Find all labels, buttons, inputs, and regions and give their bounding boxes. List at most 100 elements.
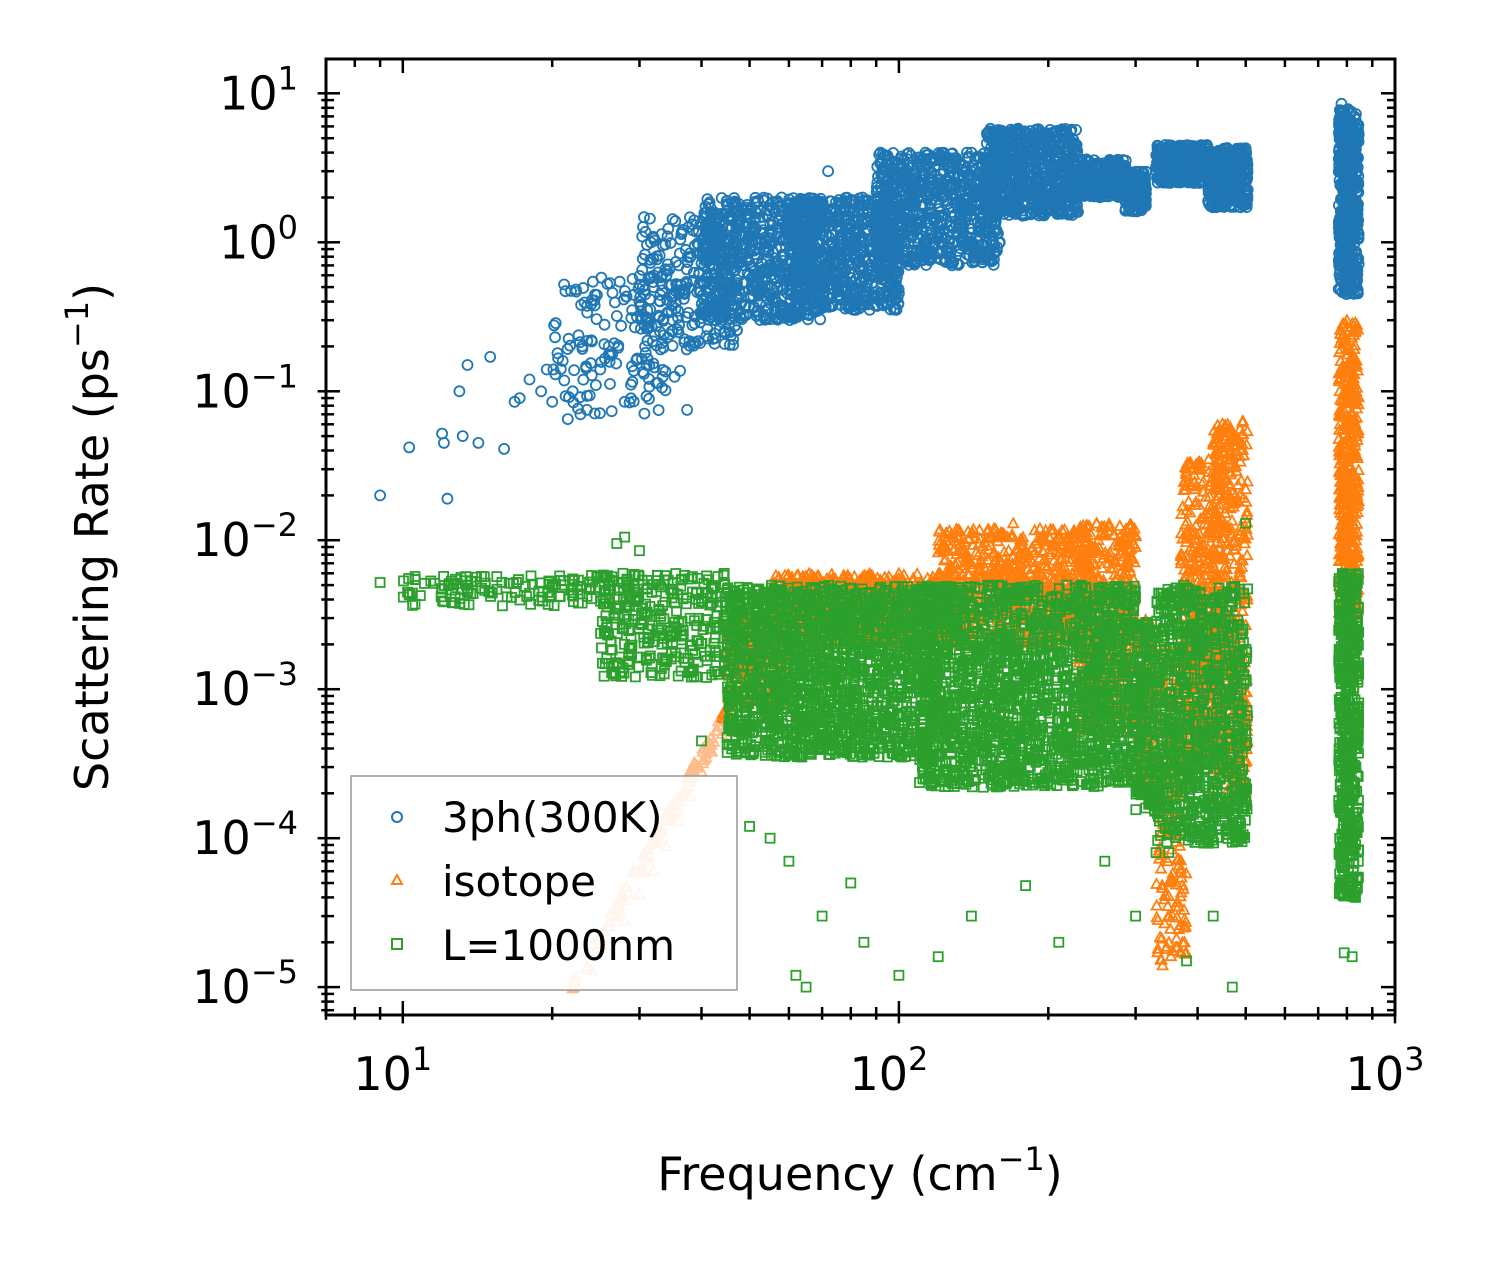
data-point <box>753 270 765 283</box>
data-point <box>656 363 669 376</box>
data-point <box>708 314 721 326</box>
data-point <box>663 263 676 276</box>
data-point <box>681 403 693 416</box>
data-point <box>620 290 633 303</box>
data-point <box>695 297 708 310</box>
data-point <box>636 263 649 276</box>
data-point <box>662 222 675 235</box>
data-point <box>714 246 727 259</box>
data-point <box>627 364 640 377</box>
data-point <box>703 196 716 209</box>
data-point <box>749 191 762 204</box>
data-point <box>640 311 652 323</box>
data-point <box>709 207 722 220</box>
data-point <box>656 337 669 349</box>
data-point <box>644 256 657 269</box>
data-point <box>776 301 788 314</box>
data-point <box>577 282 590 294</box>
data-point <box>634 291 646 304</box>
data-point <box>759 312 772 325</box>
data-point <box>749 197 762 210</box>
data-point <box>601 278 614 290</box>
data-point <box>672 326 685 339</box>
data-point <box>680 275 693 288</box>
data-point <box>748 301 760 314</box>
data-point <box>751 268 764 281</box>
data-point <box>706 209 719 222</box>
data-point <box>558 374 571 387</box>
data-point <box>743 256 756 269</box>
data-point <box>572 402 584 415</box>
data-point <box>711 208 724 221</box>
data-point <box>654 289 667 301</box>
data-point <box>723 338 736 351</box>
data-point <box>664 237 677 249</box>
data-point <box>701 193 714 206</box>
data-point <box>722 248 735 260</box>
data-point <box>833 194 845 206</box>
data-point <box>652 377 664 389</box>
data-point <box>643 392 655 405</box>
data-point <box>587 275 599 288</box>
data-point <box>613 275 626 288</box>
data-point <box>696 312 708 325</box>
data-point <box>773 258 786 271</box>
data-point <box>651 250 663 263</box>
data-point <box>769 205 782 218</box>
data-point <box>577 373 590 386</box>
data-point <box>784 311 796 323</box>
data-point <box>765 238 777 251</box>
data-point <box>591 289 603 301</box>
data-point <box>726 199 739 212</box>
data-point <box>603 355 616 368</box>
data-point <box>639 225 652 238</box>
data-point <box>682 306 695 319</box>
data-point <box>739 309 752 322</box>
data-point <box>689 337 702 349</box>
data-point <box>687 224 699 237</box>
data-point <box>619 285 631 297</box>
data-point <box>580 360 592 373</box>
data-point <box>641 322 654 335</box>
data-point <box>610 357 623 370</box>
data-point <box>696 306 708 319</box>
data-point <box>635 322 647 335</box>
data-point <box>654 295 667 308</box>
data-point <box>724 326 737 338</box>
data-point <box>772 197 785 210</box>
data-point <box>743 208 756 221</box>
data-point <box>705 228 717 241</box>
data-point <box>791 310 804 323</box>
data-point <box>568 364 580 377</box>
data-point <box>757 194 770 207</box>
data-point <box>702 248 715 260</box>
series-layer <box>374 97 1366 994</box>
data-point <box>633 278 646 291</box>
data-point <box>713 286 725 299</box>
data-point <box>581 306 594 319</box>
data-point <box>659 263 672 276</box>
data-point <box>659 238 672 251</box>
data-point <box>644 212 656 225</box>
data-point <box>702 313 715 326</box>
data-point <box>749 205 762 218</box>
data-point <box>721 278 734 291</box>
data-point <box>638 407 651 420</box>
data-point <box>727 265 740 278</box>
data-point <box>666 339 679 352</box>
data-point <box>641 334 654 347</box>
data-point <box>659 384 672 397</box>
data-point <box>562 332 575 345</box>
data-point <box>708 272 721 285</box>
data-point <box>763 288 776 301</box>
data-point <box>709 332 722 345</box>
data-point <box>604 378 616 390</box>
data-point <box>723 318 735 331</box>
data-point <box>717 303 729 316</box>
data-point <box>631 352 644 365</box>
data-point <box>754 233 767 246</box>
data-point <box>673 247 686 260</box>
data-point <box>715 192 728 204</box>
data-point <box>640 390 653 403</box>
data-point <box>688 317 701 330</box>
